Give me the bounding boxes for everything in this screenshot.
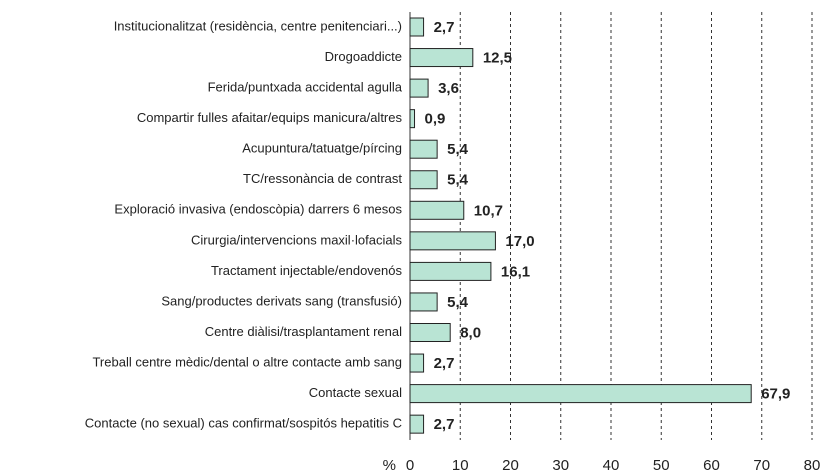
bar bbox=[409, 323, 451, 342]
bar bbox=[409, 261, 492, 281]
x-tick-label: 50 bbox=[653, 457, 670, 474]
value-label: 10,7 bbox=[474, 202, 503, 219]
y-tick-label: Ferida/puntxada accidental agulla bbox=[208, 80, 403, 95]
x-tick-label: 20 bbox=[502, 457, 519, 474]
bar bbox=[409, 78, 429, 98]
value-label: 0,9 bbox=[425, 111, 446, 128]
bar bbox=[409, 292, 438, 312]
value-label: 17,0 bbox=[505, 233, 534, 250]
value-label: 2,7 bbox=[434, 416, 455, 433]
y-tick-label: Treball centre mèdic/dental o altre cont… bbox=[92, 354, 402, 369]
bar bbox=[409, 414, 425, 434]
x-tick-label: 10 bbox=[452, 457, 469, 474]
y-tick-label: Acupuntura/tatuatge/pírcing bbox=[242, 141, 402, 156]
bar bbox=[409, 200, 465, 220]
value-label: 2,7 bbox=[434, 355, 455, 372]
bar bbox=[409, 231, 496, 251]
x-tick-label: 0 bbox=[406, 457, 414, 474]
x-tick-label: 60 bbox=[703, 457, 720, 474]
x-tick-label: 70 bbox=[753, 457, 770, 474]
x-tick-label: 30 bbox=[552, 457, 569, 474]
y-tick-label: Centre diàlisi/trasplantament renal bbox=[205, 324, 402, 339]
value-label: 67,9 bbox=[761, 386, 790, 403]
bar bbox=[409, 48, 474, 68]
value-label: 5,4 bbox=[447, 172, 469, 189]
value-label: 2,7 bbox=[434, 19, 455, 36]
y-tick-label: Drogoaddicte bbox=[325, 49, 402, 64]
value-label: 5,4 bbox=[447, 141, 469, 158]
value-label: 5,4 bbox=[447, 294, 469, 311]
bar bbox=[409, 353, 425, 373]
y-tick-label: Contacte (no sexual) cas confirmat/sospi… bbox=[85, 416, 402, 431]
value-label: 8,0 bbox=[460, 324, 481, 341]
bar bbox=[409, 170, 438, 190]
bar bbox=[409, 384, 752, 404]
bar bbox=[409, 17, 425, 37]
y-tick-label: TC/ressonància de contrast bbox=[243, 171, 402, 186]
x-tick-label: 80 bbox=[804, 457, 821, 474]
bar bbox=[409, 109, 416, 129]
y-tick-label: Institucionalitzat (residència, centre p… bbox=[114, 18, 402, 33]
bar bbox=[409, 139, 438, 159]
x-tick-label: 40 bbox=[603, 457, 620, 474]
y-tick-label: Tractament injectable/endovenós bbox=[211, 263, 403, 278]
y-tick-label: Exploració invasiva (endoscòpia) darrers… bbox=[114, 202, 402, 217]
y-tick-label: Contacte sexual bbox=[309, 385, 402, 400]
y-tick-label: Cirurgia/intervencions maxil·lofacials bbox=[191, 232, 402, 247]
y-tick-label: Sang/productes derivats sang (transfusió… bbox=[161, 293, 402, 308]
value-label: 12,5 bbox=[483, 50, 512, 67]
value-label: 16,1 bbox=[501, 263, 530, 280]
x-axis-label: % bbox=[383, 457, 396, 474]
y-tick-label: Compartir fulles afaitar/equips manicura… bbox=[137, 110, 403, 125]
value-label: 3,6 bbox=[438, 80, 459, 97]
